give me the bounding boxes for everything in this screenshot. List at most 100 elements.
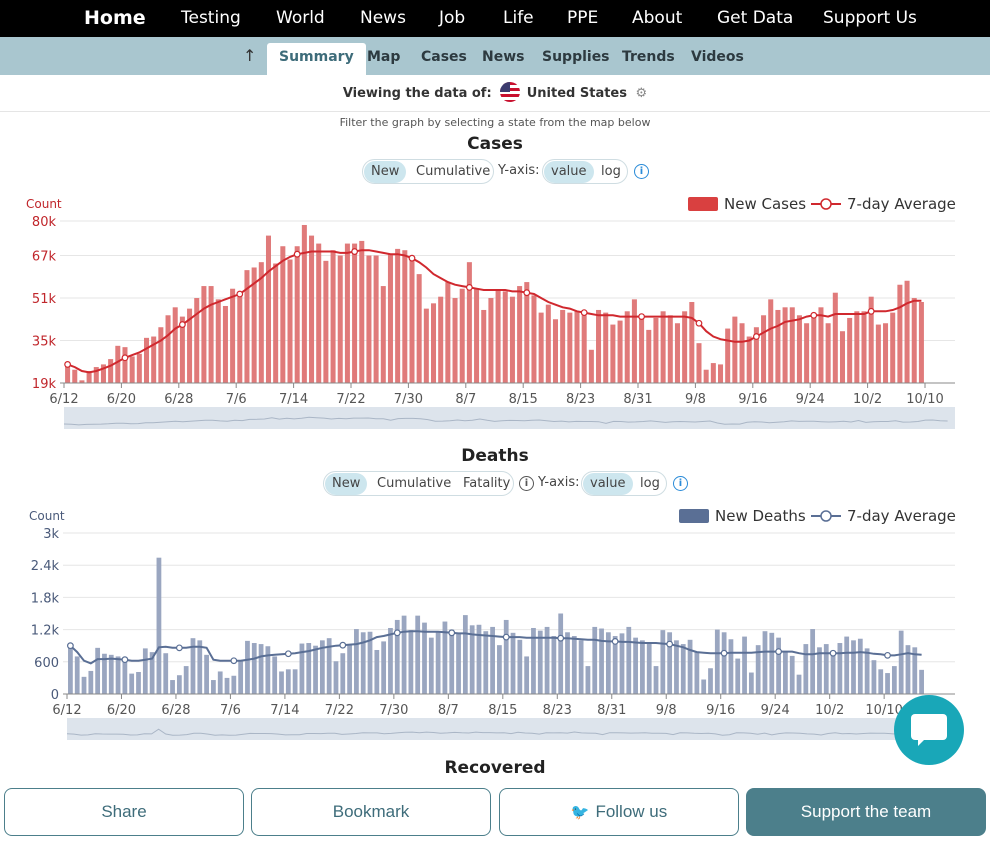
nav-about[interactable]: About <box>632 8 683 28</box>
bar <box>796 315 802 383</box>
bar <box>610 324 616 383</box>
deaths-yaxis-label: Y-axis: <box>538 475 580 490</box>
bar <box>755 645 761 694</box>
cases-new-option[interactable]: New <box>364 161 407 183</box>
nav-job[interactable]: Job <box>439 8 466 28</box>
tab-supplies[interactable]: Supplies <box>542 49 610 65</box>
bar <box>170 680 175 694</box>
average-point <box>121 656 129 664</box>
bar <box>280 246 286 383</box>
bar <box>875 324 881 383</box>
follow-us-button[interactable]: 🐦 Follow us <box>499 788 739 836</box>
average-point <box>64 361 71 368</box>
bar <box>340 653 346 694</box>
support-team-button[interactable]: Support the team <box>746 788 986 836</box>
bar <box>172 307 178 383</box>
bookmark-button[interactable]: Bookmark <box>251 788 491 836</box>
bar <box>445 282 451 383</box>
viewing-label: Viewing the data of: <box>342 86 492 101</box>
bar <box>646 642 652 694</box>
bar <box>898 630 904 694</box>
x-tick-label: 7/22 <box>336 392 365 407</box>
x-tick-label: 7/30 <box>379 703 408 718</box>
bar <box>481 309 487 383</box>
nav-support-us[interactable]: Support Us <box>823 8 917 28</box>
average-point <box>580 309 588 317</box>
tab-map[interactable]: Map <box>367 49 401 65</box>
deaths-new-option[interactable]: New <box>325 473 368 495</box>
x-tick-label: 6/20 <box>107 392 136 407</box>
bar <box>285 669 291 694</box>
tab-news[interactable]: News <box>482 49 525 65</box>
bar <box>782 307 788 383</box>
chat-bubble-icon <box>911 714 947 740</box>
bar <box>868 296 874 383</box>
bar <box>696 343 702 383</box>
legend-line-label: 7-day Average <box>847 507 956 525</box>
nav-get-data[interactable]: Get Data <box>717 8 794 28</box>
bar <box>714 629 720 694</box>
bar <box>380 286 386 383</box>
nav-home[interactable]: Home <box>84 7 146 29</box>
average-point <box>67 642 74 650</box>
tab-videos[interactable]: Videos <box>691 49 744 65</box>
x-tick-label: 10/2 <box>815 703 844 718</box>
x-tick-label: 8/7 <box>438 703 459 718</box>
bar <box>319 640 325 694</box>
nav-ppe[interactable]: PPE <box>567 8 599 28</box>
tab-cases[interactable]: Cases <box>421 49 467 65</box>
deaths-log-option[interactable]: log <box>640 476 660 491</box>
cases-value-option[interactable]: value <box>544 161 594 183</box>
bar <box>197 640 203 694</box>
bar <box>462 615 468 694</box>
tab-summary[interactable]: Summary <box>267 43 366 75</box>
share-button[interactable]: Share <box>4 788 244 836</box>
country-name[interactable]: United States <box>526 86 627 101</box>
bar <box>567 312 573 383</box>
chat-button[interactable] <box>894 695 964 765</box>
gear-icon[interactable]: ⚙ <box>635 86 648 101</box>
tab-trends[interactable]: Trends <box>622 49 675 65</box>
bar <box>323 260 329 383</box>
bar <box>74 656 80 694</box>
bar <box>381 641 387 694</box>
bar <box>687 639 693 694</box>
average-point <box>810 311 818 319</box>
bar <box>789 307 795 383</box>
bar <box>474 288 480 383</box>
bar <box>746 336 752 383</box>
bar <box>395 248 401 383</box>
bar <box>306 643 312 694</box>
bar <box>810 629 816 694</box>
info-icon[interactable]: i <box>673 476 688 491</box>
bar <box>823 644 829 694</box>
average-point <box>829 649 837 657</box>
nav-world[interactable]: World <box>276 8 325 28</box>
arrow-up-icon[interactable]: ↑ <box>243 46 257 65</box>
deaths-cumulative-option[interactable]: Cumulative <box>377 476 452 491</box>
bar <box>367 631 373 694</box>
average-point <box>666 640 674 648</box>
bar <box>796 674 802 694</box>
x-tick-label: 6/20 <box>107 703 136 718</box>
x-tick-label: 8/23 <box>543 703 572 718</box>
bar <box>769 632 775 694</box>
nav-life[interactable]: Life <box>503 8 534 28</box>
cases-cumulative-option[interactable]: Cumulative <box>416 164 491 179</box>
nav-news[interactable]: News <box>360 8 406 28</box>
fatality-info-icon[interactable]: i <box>519 476 534 491</box>
us-flag-icon <box>500 82 521 102</box>
deaths-scale-toggle: value log <box>581 471 667 496</box>
bar <box>619 633 625 694</box>
deaths-fatality-option[interactable]: Fatality <box>463 476 511 491</box>
info-icon[interactable]: i <box>634 164 649 179</box>
cases-log-option[interactable]: log <box>601 164 621 179</box>
bar <box>674 640 679 694</box>
bar <box>748 672 754 694</box>
bar <box>215 299 221 383</box>
bar <box>449 629 455 694</box>
bar <box>231 675 237 694</box>
navigator-line <box>66 728 949 736</box>
deaths-value-option[interactable]: value <box>583 473 633 495</box>
nav-testing[interactable]: Testing <box>181 8 241 28</box>
